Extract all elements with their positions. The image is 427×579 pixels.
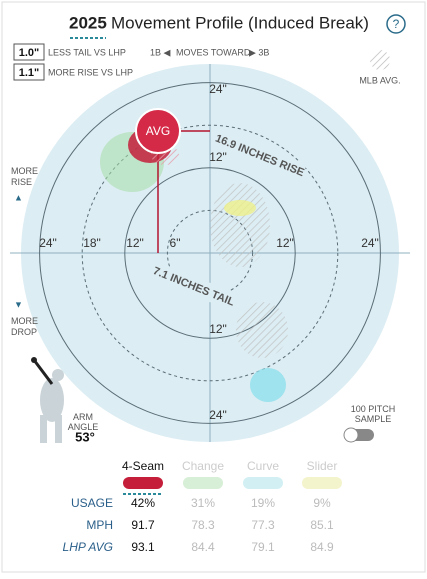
arm-angle-value: 53° xyxy=(75,429,95,444)
overlay: 1.0" LESS TAIL VS LHP 1.1" MORE RISE VS LHP… xyxy=(11,43,401,554)
cell: 31% xyxy=(191,496,215,510)
more-rise-2: RISE xyxy=(11,177,32,187)
pitch-name[interactable]: Curve xyxy=(247,459,279,473)
ring-label: 12" xyxy=(276,236,294,250)
ring-label: 12" xyxy=(126,236,144,250)
cell: 77.3 xyxy=(251,518,275,532)
pitcher-figure xyxy=(40,369,64,443)
ring-label: 12" xyxy=(209,150,227,164)
pitch-name[interactable]: 4-Seam xyxy=(122,459,164,473)
cell: 93.1 xyxy=(131,540,155,554)
row-label: USAGE xyxy=(71,496,113,510)
cell: 84.4 xyxy=(191,540,215,554)
ring-label: 24" xyxy=(209,408,227,422)
row-label: MPH xyxy=(86,518,113,532)
toggle-knob[interactable] xyxy=(343,427,359,443)
arm-2: ANGLE xyxy=(68,422,99,432)
ring xyxy=(124,167,296,339)
sample-label: 100 PITCH SAMPLE xyxy=(351,404,396,424)
cell: 42% xyxy=(131,496,155,510)
comparison-value: 1.0" xyxy=(19,47,40,59)
figure-leg xyxy=(40,415,47,443)
ring-label: 12" xyxy=(209,322,227,336)
direction-middle: MOVES TOWARD xyxy=(176,47,251,57)
more-rise: MORE RISE xyxy=(11,166,38,187)
direction-right: ▶ 3B xyxy=(249,47,269,57)
cell: 91.7 xyxy=(131,518,155,532)
cell: 84.9 xyxy=(310,540,334,554)
help-button[interactable] xyxy=(386,14,406,34)
row-label: LHP AVG xyxy=(63,540,113,554)
ring-label: 18" xyxy=(83,236,101,250)
more-drop: MORE DROP xyxy=(11,316,38,337)
ball xyxy=(31,357,37,363)
pitch-pill[interactable] xyxy=(183,477,223,489)
rise-arrow: ▲ xyxy=(14,192,23,202)
figure-head xyxy=(52,369,64,381)
sample-2: SAMPLE xyxy=(355,414,392,424)
sample-1: 100 PITCH xyxy=(351,404,396,414)
curve-points xyxy=(250,368,286,402)
cell: 19% xyxy=(251,496,275,510)
more-rise-1: MORE xyxy=(11,166,38,176)
mlb-avg-label: MLB AVG. xyxy=(359,75,400,85)
slider-points xyxy=(224,200,256,216)
ring-label: 6" xyxy=(170,236,181,250)
comparison-label: MORE RISE VS LHP xyxy=(48,67,133,77)
comparison-value: 1.1" xyxy=(19,67,40,79)
cell: 85.1 xyxy=(310,518,334,532)
ring-label: 24" xyxy=(39,236,57,250)
comparison-box xyxy=(13,43,45,61)
pitch-pill[interactable] xyxy=(302,477,342,489)
curve-cloud xyxy=(236,302,288,358)
direction-left: 1B ◀ xyxy=(150,47,171,57)
cell: 78.3 xyxy=(191,518,215,532)
figure-body xyxy=(40,378,64,422)
mlb-avg-icon xyxy=(370,50,390,70)
more-drop-1: MORE xyxy=(11,316,38,326)
ring-label: 24" xyxy=(209,82,227,96)
avg-label: AVG xyxy=(146,124,170,138)
arm-angle-label: ARM ANGLE xyxy=(68,412,99,432)
figure-leg xyxy=(55,415,62,443)
pitch-name[interactable]: Change xyxy=(182,459,224,473)
comparison-box xyxy=(13,63,45,81)
ring xyxy=(39,82,381,424)
pitch-pill[interactable] xyxy=(243,477,283,489)
arm-1: ARM xyxy=(73,412,93,422)
slider-cloud xyxy=(210,183,270,267)
avg-marker xyxy=(135,108,181,154)
arm-line xyxy=(32,359,54,385)
title: Movement Profile (Induced Break) xyxy=(111,13,369,32)
more-drop-2: DROP xyxy=(11,327,37,337)
year: 2025 xyxy=(69,13,107,32)
comparison-label: LESS TAIL VS LHP xyxy=(48,47,126,57)
drop-arrow: ▼ xyxy=(14,299,23,309)
cell: 79.1 xyxy=(251,540,275,554)
ring-label: 24" xyxy=(361,236,379,250)
rise-note-bg xyxy=(213,129,307,181)
ring xyxy=(81,124,339,382)
tail-note-bg xyxy=(151,261,237,311)
pitch-name[interactable]: Slider xyxy=(307,459,338,473)
help-icon[interactable]: ? xyxy=(393,17,400,31)
cell: 9% xyxy=(313,496,331,510)
pitch-pill[interactable] xyxy=(123,477,163,489)
